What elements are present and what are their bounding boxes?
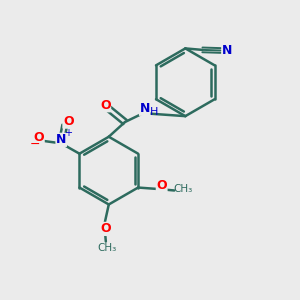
Text: H: H xyxy=(150,107,159,117)
Text: N: N xyxy=(222,44,232,57)
Text: O: O xyxy=(156,179,167,192)
Text: O: O xyxy=(63,115,74,128)
Text: O: O xyxy=(34,131,44,144)
Text: N: N xyxy=(56,133,66,146)
Text: CH₃: CH₃ xyxy=(173,184,192,194)
Text: +: + xyxy=(64,128,72,138)
Text: CH₃: CH₃ xyxy=(98,243,117,253)
Text: −: − xyxy=(30,138,40,151)
Text: O: O xyxy=(100,222,111,236)
Text: O: O xyxy=(100,99,111,112)
Text: N: N xyxy=(140,102,150,115)
